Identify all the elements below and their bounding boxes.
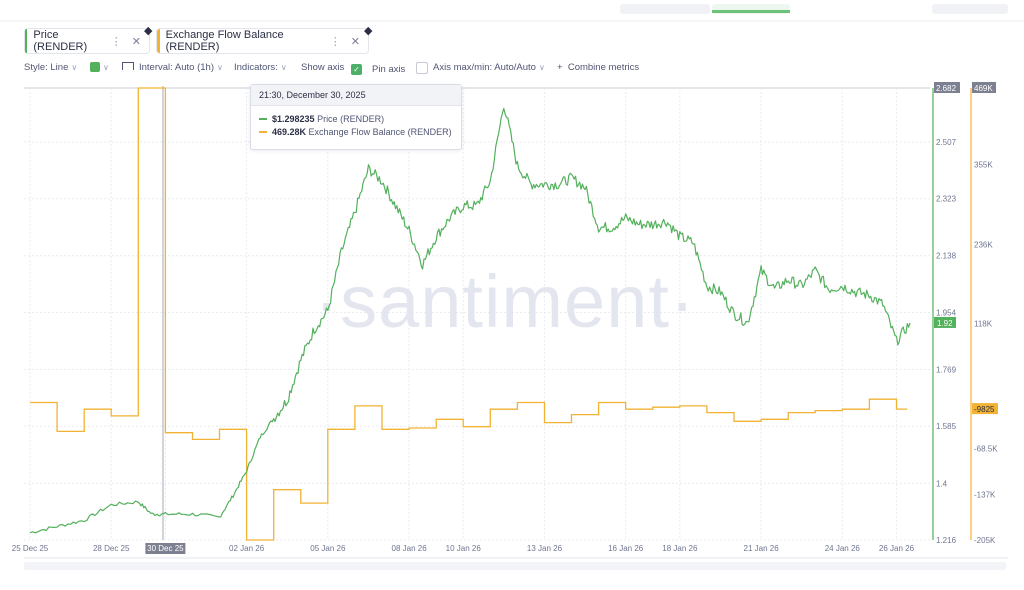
tooltip-flow-value: 469.28K: [272, 127, 307, 137]
flow-tick-label: 118K: [974, 319, 993, 328]
metric-tab-flow[interactable]: Exchange Flow Balance (RENDER) ⋮ ✕: [156, 28, 369, 54]
axis-maxmin-label: Axis max/min: Auto/Auto: [433, 62, 536, 73]
checkbox-empty-icon[interactable]: [415, 62, 428, 74]
price-tick-label: 1.954: [936, 308, 957, 317]
interval-dropdown[interactable]: Interval: Auto (1h) ∨: [122, 62, 223, 73]
price-max-badge: [934, 82, 960, 93]
indicators-dropdown[interactable]: Indicators: ∨: [234, 62, 287, 73]
tooltip-price-row: $1.298235 Price (RENDER): [259, 114, 384, 124]
x-tick-label: 13 Jan 26: [527, 544, 563, 553]
price-current-label: 1.92: [937, 319, 953, 328]
close-icon[interactable]: ✕: [131, 35, 141, 48]
x-tick-label: 16 Jan 26: [608, 544, 644, 553]
tooltip-flow-row: 469.28K Exchange Flow Balance (RENDER): [259, 127, 452, 137]
indicators-label: Indicators:: [234, 62, 278, 73]
x-tick-label: 18 Jan 26: [662, 544, 698, 553]
price-tick-label: 2.138: [936, 252, 957, 261]
style-label: Style: Line: [24, 62, 69, 73]
x-tick-label: 21 Jan 26: [744, 544, 780, 553]
x-tick-label: 10 Jan 26: [446, 544, 482, 553]
flow-tick-label: 355K: [974, 160, 993, 169]
x-tick-highlight: [145, 543, 186, 554]
x-tick-label: 24 Jan 26: [825, 544, 861, 553]
tooltip-flow-name: Exchange Flow Balance (RENDER): [308, 127, 452, 137]
more-options-icon[interactable]: ⋮: [329, 35, 341, 48]
legend-swatch-flow: [259, 131, 267, 133]
chevron-down-icon: ∨: [103, 63, 109, 72]
pin-axis-toggle[interactable]: Pin axis: [372, 62, 428, 75]
price-tick-label: 1.4: [936, 479, 948, 488]
price-tick-label: 2.323: [936, 195, 957, 204]
chevron-down-icon: ∨: [71, 63, 78, 72]
more-options-icon[interactable]: ⋮: [110, 35, 122, 48]
price-tick-label: 2.507: [936, 138, 957, 147]
top-control[interactable]: [620, 4, 710, 14]
santiment-watermark: ·santiment·: [314, 260, 695, 343]
color-swatch: [90, 62, 100, 72]
chart-series: [29, 87, 911, 541]
tooltip-price-name: Price (RENDER): [317, 114, 385, 124]
plus-icon: +: [557, 62, 563, 73]
close-icon[interactable]: ✕: [350, 35, 360, 48]
drag-handle-icon[interactable]: ◆: [364, 25, 373, 37]
flow-color-bar: [157, 29, 160, 53]
price-current-badge: [934, 316, 956, 328]
price-tick-label: 1.216: [936, 536, 957, 545]
axis-maxmin-dropdown[interactable]: Axis max/min: Auto/Auto ∨: [433, 62, 545, 73]
top-control-accent: [712, 10, 790, 13]
exchange-flow-line: [30, 87, 908, 541]
interval-label: Interval: Auto (1h): [139, 62, 214, 73]
show-axis-toggle[interactable]: Show axis ✓: [301, 62, 362, 75]
flow-max-badge: [972, 82, 996, 93]
price-color-bar: [25, 29, 28, 53]
flow-tick-label: -137K: [974, 490, 996, 499]
x-tick-label: 28 Dec 25: [93, 544, 130, 553]
flow-tick-label: -205K: [974, 536, 996, 545]
show-axis-label: Show axis: [301, 62, 345, 73]
drag-handle-icon[interactable]: ◆: [144, 25, 153, 37]
price-tick-label: 1.769: [936, 365, 957, 374]
top-strip: [0, 4, 1024, 22]
price-tick-label: 1.585: [936, 422, 957, 431]
metric-tab-label: Price (RENDER): [33, 29, 88, 53]
checkbox-checked-icon[interactable]: ✓: [350, 64, 362, 75]
legend-swatch-price: [259, 118, 267, 120]
style-dropdown[interactable]: Style: Line ∨: [24, 62, 77, 73]
flow-tick-label: 236K: [974, 240, 993, 249]
color-picker[interactable]: ∨: [90, 62, 109, 73]
x-tick-label: 26 Jan 26: [879, 544, 915, 553]
flow-tick-label: -68.5K: [974, 444, 998, 453]
pin-axis-label: Pin axis: [372, 64, 406, 75]
chevron-down-icon: ∨: [538, 63, 545, 72]
flow-max-label: 469K: [974, 84, 993, 93]
price-line: [29, 107, 911, 534]
chevron-down-icon: ∨: [216, 63, 223, 72]
metric-tab-price[interactable]: Price (RENDER) ⋮ ✕: [24, 28, 150, 54]
x-tick-label: 02 Jan 26: [229, 544, 265, 553]
top-control[interactable]: [932, 4, 1008, 14]
chevron-down-icon: ∨: [280, 63, 287, 72]
x-tick-label: 08 Jan 26: [392, 544, 428, 553]
navigator-strip: [24, 562, 1006, 570]
metric-tab-label: Exchange Flow Balance (RENDER): [165, 29, 284, 53]
x-tick-label: 05 Jan 26: [310, 544, 346, 553]
chart-tooltip: 21:30, December 30, 2025 $1.298235 Price…: [250, 84, 462, 150]
combine-metrics-button[interactable]: + Combine metrics: [557, 62, 639, 73]
x-tick-label: 30 Dec 25: [147, 544, 184, 553]
interval-icon: [122, 62, 134, 70]
tooltip-price-value: $1.298235: [272, 114, 315, 124]
flow-current-label: -9825: [974, 405, 995, 414]
x-tick-label: 25 Dec 25: [12, 544, 49, 553]
chart-axes: 25 Dec 25 28 Dec 25 30 Dec 25 02 Jan 26 05 J…: [12, 82, 1008, 570]
price-max-label: 2.682: [936, 84, 957, 93]
tooltip-date: 21:30, December 30, 2025: [251, 85, 461, 106]
combine-label: Combine metrics: [567, 62, 640, 73]
flow-current-badge: [972, 403, 998, 415]
